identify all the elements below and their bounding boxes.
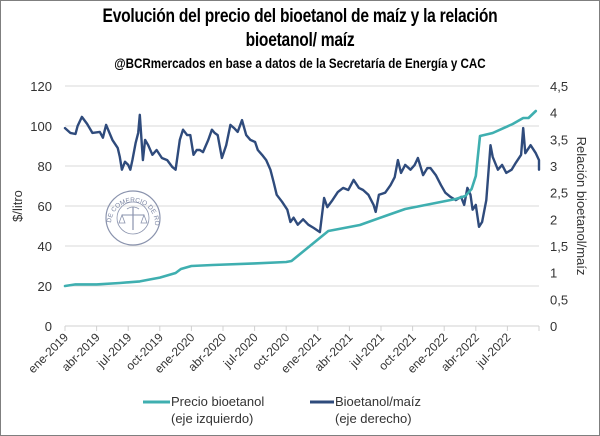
legend-label-ratio: Bioetanol/maíz bbox=[335, 394, 421, 409]
right-axis-ticks: 0 0,5 1 1,5 2 2,5 3 3,5 4 4,5 bbox=[550, 79, 568, 334]
chart-subtitle: @BCRmercados en base a datos de la Secre… bbox=[114, 56, 486, 71]
legend-label-ratio-axis: (eje derecho) bbox=[335, 411, 412, 426]
right-tick-label: 3,5 bbox=[550, 132, 568, 147]
right-tick-label: 3 bbox=[550, 159, 557, 174]
seal-outer-ring bbox=[105, 190, 161, 246]
legend-label-precio-axis: (eje izquierdo) bbox=[171, 411, 253, 426]
right-tick-label: 4 bbox=[550, 106, 557, 121]
left-tick-label: 20 bbox=[38, 279, 52, 294]
x-tick-label: jul-2022 bbox=[473, 330, 514, 371]
left-tick-label: 60 bbox=[38, 199, 52, 214]
series-line-bioetanol-maiz bbox=[63, 113, 541, 234]
right-tick-label: 4,5 bbox=[550, 79, 568, 94]
right-tick-label: 2,5 bbox=[550, 186, 568, 201]
right-tick-label: 1 bbox=[550, 266, 557, 281]
legend-label-precio: Precio bioetanol bbox=[171, 394, 264, 409]
right-tick-label: 2 bbox=[550, 212, 557, 227]
left-axis-label: $/litro bbox=[10, 190, 25, 222]
series-lines bbox=[63, 109, 541, 288]
chart-title-line2: bioetanol/ maíz bbox=[245, 30, 355, 51]
legend: Precio bioetanol (eje izquierdo) Bioetan… bbox=[143, 394, 421, 426]
right-axis-label: Relación bioetanol/maíz bbox=[574, 137, 589, 276]
right-tick-label: 1,5 bbox=[550, 239, 568, 254]
left-tick-label: 0 bbox=[45, 319, 52, 334]
seal-wings bbox=[126, 206, 140, 210]
seal-scale-pans bbox=[118, 213, 148, 224]
left-tick-label: 80 bbox=[38, 159, 52, 174]
gridlines bbox=[65, 85, 539, 327]
left-tick-label: 100 bbox=[30, 119, 52, 134]
series-line-precio-bioetanol bbox=[63, 109, 538, 288]
left-axis-ticks: 0 20 40 60 80 100 120 bbox=[30, 79, 52, 334]
x-axis-ticks: ene-2019abr-2019jul-2019oct-2019ene-2020… bbox=[25, 326, 540, 376]
right-tick-label: 0,5 bbox=[550, 292, 568, 307]
left-tick-label: 120 bbox=[30, 79, 52, 94]
chart-title: Evolución del precio del bioetanol de ma… bbox=[102, 6, 498, 27]
seal-inner-ring bbox=[116, 201, 150, 235]
left-tick-label: 40 bbox=[38, 239, 52, 254]
right-tick-label: 0 bbox=[550, 319, 557, 334]
